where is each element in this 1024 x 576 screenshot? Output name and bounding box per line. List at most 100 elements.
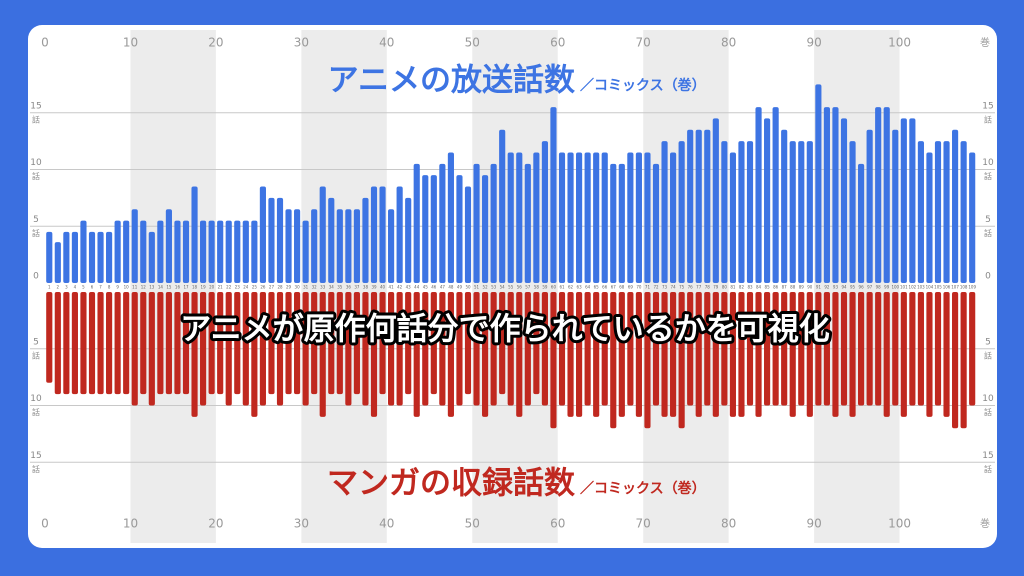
- category-label: 96: [859, 285, 865, 290]
- category-label: 88: [790, 285, 796, 290]
- bar: [182, 292, 190, 395]
- bar: [670, 292, 677, 417]
- category-label: 25: [252, 285, 258, 290]
- category-label: 36: [346, 285, 352, 290]
- category-label: 9: [116, 285, 119, 290]
- bar: [917, 141, 924, 283]
- bar: [148, 292, 155, 406]
- bar: [661, 292, 668, 417]
- category-label: 68: [619, 285, 625, 290]
- bar: [388, 209, 395, 283]
- category-label: 55: [508, 285, 514, 290]
- bar: [413, 163, 420, 283]
- bar: [157, 220, 164, 283]
- category-label: 60: [551, 285, 557, 290]
- bar: [251, 292, 258, 417]
- bar: [840, 118, 848, 283]
- bar: [157, 292, 164, 395]
- category-label: 8: [108, 285, 111, 290]
- category-label: 2: [57, 285, 60, 290]
- bar: [336, 292, 343, 395]
- category-label: 29: [286, 285, 292, 290]
- category-label: 105: [934, 285, 942, 290]
- category-label: 18: [192, 285, 198, 290]
- bar: [71, 231, 78, 283]
- category-label: 77: [696, 285, 702, 290]
- bar: [721, 141, 728, 283]
- category-label: 56: [517, 285, 523, 290]
- bar: [54, 242, 61, 283]
- subtitle: ／コミックス（巻）: [580, 480, 706, 497]
- category-label: 24: [243, 285, 249, 290]
- bar: [746, 141, 754, 283]
- bar: [593, 152, 600, 283]
- category-label: 87: [782, 285, 788, 290]
- category-label: 46: [431, 285, 437, 290]
- bar: [63, 292, 70, 395]
- bar: [541, 141, 548, 283]
- bar: [345, 292, 352, 406]
- category-label: 65: [594, 285, 600, 290]
- bar: [721, 292, 728, 406]
- bar: [370, 292, 378, 417]
- y-unit: 話: [984, 171, 992, 181]
- category-label: 91: [816, 285, 822, 290]
- bar: [875, 292, 882, 406]
- bar: [960, 292, 967, 429]
- bar: [695, 292, 702, 417]
- category-label: 109: [968, 285, 976, 290]
- y-tick-label: 0: [33, 272, 39, 282]
- y-unit: 話: [32, 407, 40, 417]
- bar: [259, 186, 266, 283]
- bar: [422, 175, 429, 283]
- category-label: 69: [628, 285, 634, 290]
- bar: [499, 129, 506, 283]
- category-label: 52: [483, 285, 489, 290]
- bar: [943, 141, 950, 283]
- category-label: 90: [807, 285, 813, 290]
- bar: [772, 292, 779, 406]
- bar: [131, 209, 138, 283]
- category-label: 31: [303, 285, 309, 290]
- bar: [635, 152, 642, 283]
- bar: [328, 197, 335, 283]
- bar: [969, 152, 976, 283]
- bar: [422, 292, 429, 406]
- category-label: 28: [277, 285, 283, 290]
- y-tick-label: 5: [985, 215, 991, 225]
- category-label: 33: [320, 285, 326, 290]
- y-unit: 話: [984, 114, 992, 124]
- bar: [80, 220, 87, 283]
- bar: [225, 220, 232, 283]
- bar: [678, 141, 685, 283]
- category-label: 70: [636, 285, 642, 290]
- bar: [593, 292, 600, 417]
- category-label: 94: [841, 285, 847, 290]
- bar: [225, 292, 232, 406]
- bar: [729, 152, 736, 283]
- category-label: 35: [337, 285, 343, 290]
- y-tick-label: 15: [30, 101, 41, 111]
- category-label: 12: [141, 285, 147, 290]
- y-unit: 話: [984, 228, 992, 238]
- x-tick-label: 50: [465, 517, 480, 531]
- bar: [567, 292, 574, 417]
- bar: [712, 292, 719, 417]
- bar: [789, 141, 796, 283]
- category-label: 58: [534, 285, 540, 290]
- bar: [311, 209, 318, 283]
- bar: [88, 231, 96, 283]
- category-label: 93: [833, 285, 839, 290]
- bar: [892, 129, 899, 283]
- x-tick-label: 60: [550, 36, 565, 50]
- bar: [909, 292, 916, 406]
- category-label: 30: [295, 285, 301, 290]
- bar: [482, 292, 489, 417]
- bar: [849, 141, 856, 283]
- category-label: 107: [951, 285, 959, 290]
- bar: [815, 292, 822, 406]
- x-tick-label: 40: [379, 517, 394, 531]
- bar: [952, 292, 959, 429]
- bar: [353, 209, 360, 283]
- bar: [217, 292, 224, 395]
